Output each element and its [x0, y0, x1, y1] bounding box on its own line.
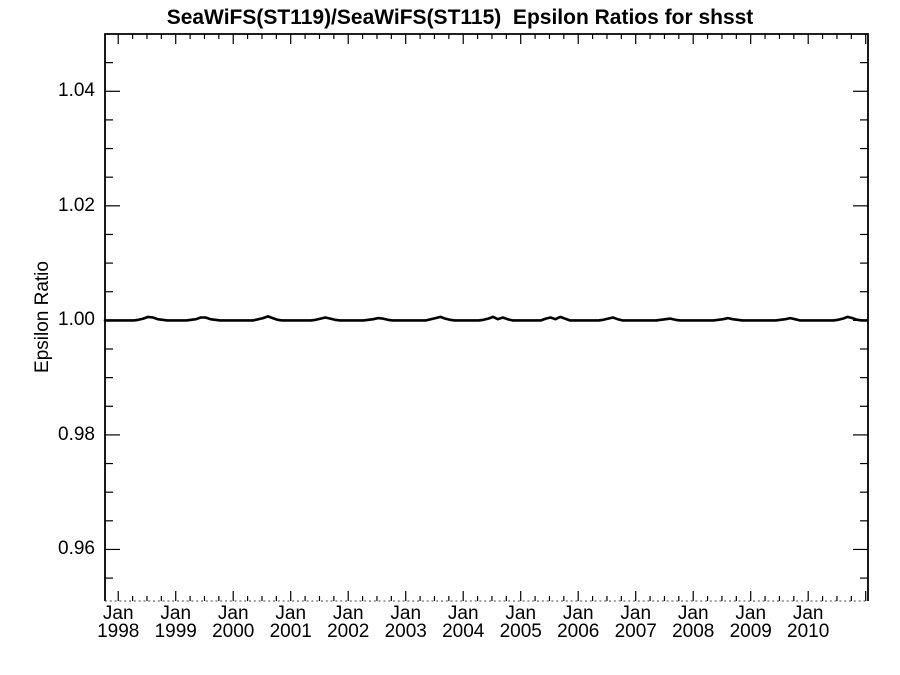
x-tick-year: 2008 [672, 621, 715, 642]
chart-title: SeaWiFS(ST119)/SeaWiFS(ST115) Epsilon Ra… [166, 6, 754, 29]
x-tick-label: Jan 1998 [82, 603, 154, 642]
x-tick-label: Jan 2007 [600, 603, 672, 642]
y-tick-label: 0.96 [58, 538, 95, 560]
x-tick-label: Jan 2008 [657, 603, 729, 642]
x-tick-label: Jan 2009 [715, 603, 787, 642]
x-tick-year: 2003 [384, 621, 427, 642]
x-tick-month: Jan [562, 603, 594, 624]
x-tick-year: 1999 [154, 621, 197, 642]
x-tick-label: Jan 2006 [542, 603, 614, 642]
plot-frame [104, 33, 869, 601]
x-tick-month: Jan [102, 603, 134, 624]
epsilon-ratio-line [103, 315, 869, 322]
x-tick-month: Jan [677, 603, 709, 624]
x-tick-label: Jan 2010 [772, 603, 844, 642]
x-tick-year: 2002 [327, 621, 370, 642]
x-tick-month: Jan [160, 603, 192, 624]
y-tick-label: 1.00 [58, 309, 95, 331]
x-tick-month: Jan [217, 603, 249, 624]
x-tick-year: 2009 [729, 621, 772, 642]
x-tick-month: Jan [505, 603, 537, 624]
x-tick-year: 2005 [499, 621, 542, 642]
x-tick-month: Jan [275, 603, 307, 624]
x-tick-label: Jan 2005 [485, 603, 557, 642]
x-tick-year: 2004 [442, 621, 485, 642]
x-tick-year: 2000 [212, 621, 255, 642]
x-tick-month: Jan [447, 603, 479, 624]
x-tick-label: Jan 2003 [370, 603, 442, 642]
x-tick-month: Jan [332, 603, 364, 624]
y-tick-label: 1.02 [58, 194, 95, 216]
x-tick-label: Jan 2001 [255, 603, 327, 642]
x-tick-label: Jan 1999 [140, 603, 212, 642]
x-tick-month: Jan [792, 603, 824, 624]
x-tick-label: Jan 2002 [312, 603, 384, 642]
x-tick-month: Jan [620, 603, 652, 624]
x-tick-month: Jan [390, 603, 422, 624]
x-axis-ticks [117, 34, 867, 601]
x-tick-label: Jan 2004 [427, 603, 499, 642]
x-tick-label: Jan 2000 [197, 603, 269, 642]
x-tick-year: 2010 [787, 621, 830, 642]
y-tick-label: 1.04 [58, 80, 95, 102]
x-tick-month: Jan [735, 603, 767, 624]
x-tick-year: 2001 [269, 621, 312, 642]
x-tick-year: 2007 [614, 621, 657, 642]
x-tick-year: 1998 [97, 621, 140, 642]
y-tick-label: 0.98 [58, 423, 95, 445]
x-tick-year: 2006 [557, 621, 600, 642]
